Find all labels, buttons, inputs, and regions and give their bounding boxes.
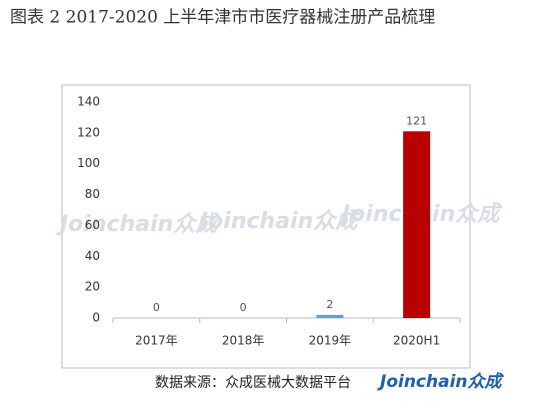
y-tick-label: 120 (77, 125, 100, 139)
y-tick-label: 20 (85, 280, 100, 294)
y-tick-label: 80 (85, 187, 100, 201)
y-tick-label: 60 (85, 218, 100, 232)
value-label: 121 (406, 114, 427, 127)
chart-title: 图表 2 2017-2020 上半年津市市医疗器械注册产品梳理 (10, 8, 435, 28)
bar (316, 314, 344, 318)
watermark: Joinchain众成 (196, 208, 361, 234)
x-tick-label: 2019年 (309, 334, 352, 348)
bar (403, 131, 431, 318)
chart-frame (61, 84, 471, 369)
source-note: 数据来源：众成医械大数据平台 (155, 375, 351, 391)
x-tick-label: 2017年 (135, 334, 178, 348)
value-label: 0 (240, 301, 247, 314)
watermark: Joinchain众成 (56, 211, 221, 237)
x-tick-label: 2018年 (222, 334, 265, 348)
y-tick-label: 0 (92, 311, 100, 325)
y-tick-label: 40 (85, 249, 100, 263)
y-tick-label: 100 (77, 156, 100, 170)
value-label: 2 (326, 298, 333, 311)
source-logo: Joinchain众成 (377, 372, 505, 392)
x-tick-label: 2020H1 (393, 334, 440, 348)
value-label: 0 (153, 301, 160, 314)
y-tick-label: 140 (77, 95, 100, 109)
